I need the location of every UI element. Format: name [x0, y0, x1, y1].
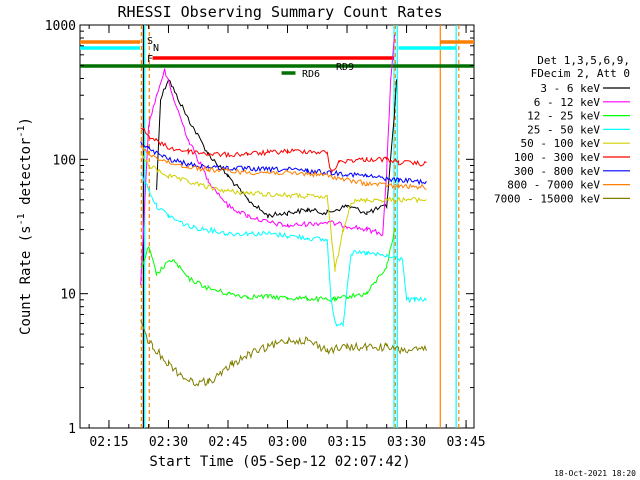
legend-entry-label: 25 - 50 keV — [527, 123, 600, 136]
series-line-1 — [140, 34, 396, 286]
flag-bars: SNF RD9 RD6 — [80, 36, 474, 80]
x-tick-label: 03:30 — [387, 435, 426, 450]
legend-entry-label: 100 - 300 keV — [514, 151, 600, 164]
legend-entry-label: 3 - 6 keV — [540, 82, 600, 95]
y-axis-label-sup1: -1 — [16, 213, 27, 225]
x-tick-label: 02:30 — [149, 435, 188, 450]
data-series — [140, 34, 427, 387]
legend-header-line: FDecim 2, Att 0 — [531, 67, 630, 80]
series-line-2 — [140, 227, 396, 303]
x-tick-label: 03:45 — [446, 435, 485, 450]
flag-label-rd9: RD9 — [336, 62, 354, 73]
series-line-7 — [140, 144, 427, 190]
legend: Det 1,3,5,6,9,FDecim 2, Att 0 3 - 6 keV6 … — [494, 54, 630, 205]
y-axis-label: Count Rate (s-1 detector-1) — [16, 117, 34, 335]
y-axis-label-main: Count Rate (s — [18, 225, 34, 335]
y-axis-label-mid: detector — [18, 138, 34, 214]
y-axis-label-end: ) — [18, 117, 34, 125]
footer-date: 18-Oct-2021 18:20 — [554, 469, 636, 478]
series-line-8 — [140, 319, 427, 387]
x-tick-label: 03:00 — [268, 435, 307, 450]
legend-entry-label: 12 - 25 keV — [527, 110, 600, 123]
flag-label-s: S — [147, 36, 153, 47]
legend-header-line: Det 1,3,5,6,9, — [537, 54, 630, 67]
legend-entry-label: 6 - 12 keV — [534, 96, 601, 109]
legend-entry-label: 300 - 800 keV — [514, 165, 600, 178]
flag-label-f: F — [147, 54, 153, 65]
y-tick-label: 100 — [53, 153, 76, 168]
y-tick-label: 1 — [68, 422, 76, 437]
legend-entry-label: 800 - 7000 keV — [507, 179, 600, 192]
axes: 02:15 02:30 02:45 03:00 03:15 03:30 03:45 1 10 10… — [45, 19, 486, 450]
legend-entry-label: 7000 - 15000 keV — [494, 192, 600, 205]
chart-title: RHESSI Observing Summary Count Rates — [117, 3, 442, 21]
series-line-5 — [140, 127, 427, 175]
series-line-6 — [140, 141, 427, 186]
x-tick-label: 02:15 — [89, 435, 128, 450]
x-axis-label: Start Time (05-Sep-12 02:07:42) — [149, 454, 410, 470]
flag-label-n: N — [153, 43, 159, 54]
flag-label-rd6: RD6 — [302, 69, 320, 80]
series-line-3 — [140, 172, 427, 328]
y-tick-label: 10 — [60, 288, 76, 303]
y-tick-label: 1000 — [45, 19, 76, 34]
y-axis-label-sup2: -1 — [16, 125, 27, 137]
instrument-event-lines — [140, 25, 460, 428]
series-line-0 — [156, 78, 398, 219]
legend-entry-label: 50 - 100 keV — [521, 137, 601, 150]
x-tick-label: 03:15 — [327, 435, 366, 450]
series-line-4 — [140, 153, 427, 272]
x-tick-label: 02:45 — [208, 435, 247, 450]
plot-frame — [79, 24, 475, 429]
